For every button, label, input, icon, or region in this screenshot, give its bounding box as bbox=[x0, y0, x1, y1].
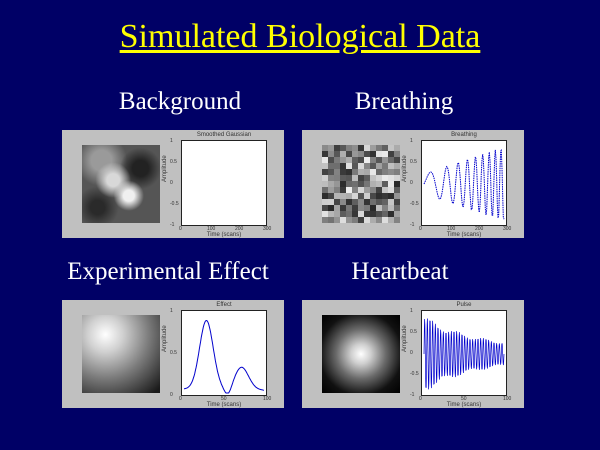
breathing-xlabel: Time (scans) bbox=[446, 232, 482, 238]
background-xtick: 300 bbox=[263, 226, 272, 232]
breathing-ytick: -1 bbox=[410, 222, 415, 228]
heartbeat-label: Heartbeat bbox=[351, 258, 449, 285]
breathing-image bbox=[322, 145, 400, 223]
breathing-xtick: 300 bbox=[503, 226, 512, 232]
heartbeat-ytick: -0.5 bbox=[410, 371, 419, 377]
background-label: Background bbox=[118, 88, 242, 115]
breathing-ytick: 1 bbox=[410, 138, 413, 144]
background-panel: Smoothed Gaussian 1 0.5 0 -0.5 -1 0 100 200 300 Ti… bbox=[62, 130, 284, 238]
heartbeat-xlabel: Time (scans) bbox=[446, 402, 482, 408]
heartbeat-ytick: -1 bbox=[410, 392, 415, 398]
slide-title: Simulated Biological Data bbox=[119, 18, 481, 55]
experimental-effect-xtick: 100 bbox=[263, 396, 272, 402]
breathing-xtick: 100 bbox=[447, 226, 456, 232]
breathing-ytick: 0 bbox=[410, 180, 413, 186]
experimental-effect-ylabel: Amplitude bbox=[162, 325, 168, 352]
background-xlabel: Time (scans) bbox=[206, 232, 242, 238]
background-plot-title: Smoothed Gaussian bbox=[196, 132, 252, 138]
experimental-effect-image bbox=[82, 315, 160, 393]
heartbeat-ytick: 0.5 bbox=[410, 329, 417, 335]
background-xtick: 200 bbox=[235, 226, 244, 232]
background-plot bbox=[181, 140, 267, 226]
experimental-effect-panel: Effect 1 0.5 0 0 50 100 Time (scans) Amplitude bbox=[62, 300, 284, 408]
breathing-label: Breathing bbox=[354, 88, 454, 115]
background-ytick: 1 bbox=[170, 138, 173, 144]
background-ytick: -1 bbox=[170, 222, 175, 228]
breathing-trace bbox=[423, 149, 505, 220]
background-xtick: 100 bbox=[207, 226, 216, 232]
background-image bbox=[82, 145, 160, 223]
experimental-effect-xtick: 50 bbox=[221, 396, 227, 402]
background-ylabel: Amplitude bbox=[162, 155, 168, 182]
background-xtick: 0 bbox=[179, 226, 182, 232]
experimental-effect-xlabel: Time (scans) bbox=[206, 402, 242, 408]
breathing-panel: Breathing 1 0.5 0 -0.5 -1 0 100 200 300 Time (scan… bbox=[302, 130, 524, 238]
breathing-xtick: 200 bbox=[475, 226, 484, 232]
background-ytick: -0.5 bbox=[170, 201, 179, 207]
heartbeat-plot bbox=[421, 310, 507, 396]
heartbeat-ytick: 1 bbox=[410, 308, 413, 314]
experimental-effect-trace bbox=[183, 319, 265, 394]
experimental-effect-label: Experimental Effect bbox=[67, 258, 269, 285]
heartbeat-image bbox=[322, 315, 400, 393]
breathing-ylabel: Amplitude bbox=[402, 155, 408, 182]
background-ytick: 0.5 bbox=[170, 159, 177, 165]
heartbeat-panel: Pulse 1 0.5 0 -0.5 -1 0 50 100 Time (scans) Amplit… bbox=[302, 300, 524, 408]
breathing-ytick: 0.5 bbox=[410, 159, 417, 165]
heartbeat-xtick: 50 bbox=[461, 396, 467, 402]
heartbeat-xtick: 0 bbox=[419, 396, 422, 402]
heartbeat-trace bbox=[423, 318, 505, 390]
experimental-effect-ytick: 0.5 bbox=[170, 350, 177, 356]
experimental-effect-plot-title: Effect bbox=[216, 302, 232, 308]
heartbeat-ylabel: Amplitude bbox=[402, 325, 408, 352]
breathing-ytick: -0.5 bbox=[410, 201, 419, 207]
breathing-plot bbox=[421, 140, 507, 226]
heartbeat-plot-title: Pulse bbox=[456, 302, 472, 308]
experimental-effect-ytick: 0 bbox=[170, 392, 173, 398]
breathing-xtick: 0 bbox=[419, 226, 422, 232]
background-ytick: 0 bbox=[170, 180, 173, 186]
experimental-effect-xtick: 0 bbox=[179, 396, 182, 402]
heartbeat-ytick: 0 bbox=[410, 350, 413, 356]
experimental-effect-plot bbox=[181, 310, 267, 396]
experimental-effect-ytick: 1 bbox=[170, 308, 173, 314]
heartbeat-xtick: 100 bbox=[503, 396, 512, 402]
breathing-plot-title: Breathing bbox=[451, 132, 477, 138]
